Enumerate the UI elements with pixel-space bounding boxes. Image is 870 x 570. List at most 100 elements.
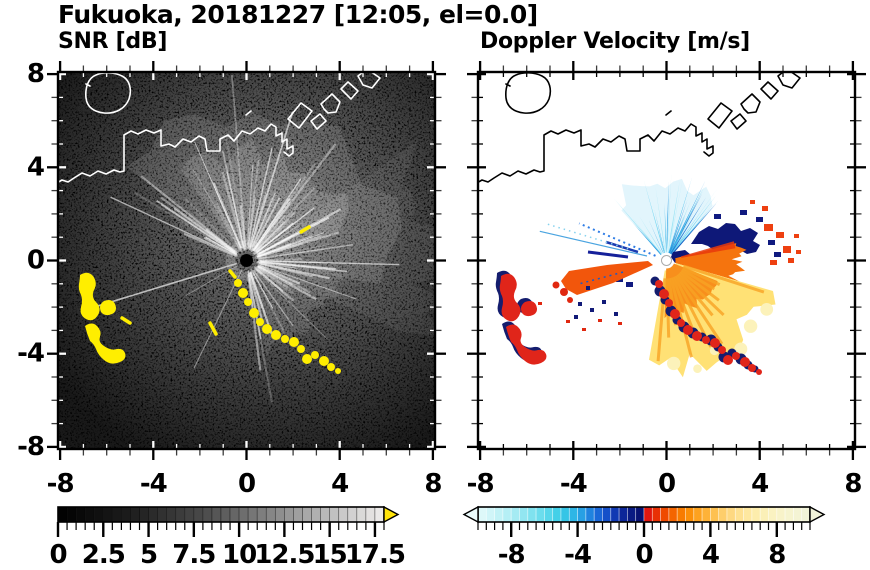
snr-plot-area — [58, 72, 435, 449]
red-blob-northeast — [764, 224, 773, 231]
pale-yellow-fringe — [760, 303, 774, 316]
thin-clutter-ray — [193, 269, 243, 369]
orange-wedge-west — [561, 261, 653, 295]
y-tick-label: -8 — [17, 432, 44, 462]
colorbar-over-arrow — [383, 505, 400, 524]
red-blob-northeast — [783, 246, 791, 253]
island-outline — [85, 72, 132, 114]
echo-blob-southeast — [289, 337, 299, 347]
x-tick-label: -4 — [140, 469, 167, 499]
y-tick-label: -4 — [17, 339, 44, 369]
colorbar-tick-label: 12.5 — [254, 540, 314, 570]
axes: -8-8 -4 -4 0 0 4 4 8 8 — [17, 59, 446, 499]
doppler-colorbar: -8 -4 0 4 8 — [462, 505, 826, 570]
y-tick-label: 0 — [27, 246, 44, 276]
red-blob-northeast — [762, 206, 768, 211]
harbor-pier-outline — [760, 81, 779, 100]
colorbar-tick-label: 8 — [768, 540, 785, 570]
clutter-haze-wedge — [126, 111, 402, 284]
red-blob-northeast — [796, 250, 801, 254]
doppler-plot-area — [478, 72, 855, 449]
harbor-pier-outline — [310, 113, 327, 130]
x-tick-label: 4 — [751, 469, 768, 499]
x-tick-label: 0 — [658, 469, 675, 499]
colorbar-over-arrow — [809, 505, 826, 524]
echo-blob-southeast — [262, 324, 272, 334]
harbor-pier-outline — [665, 110, 672, 116]
y-tick-label: 8 — [27, 59, 44, 89]
doppler-panel-title: Doppler Velocity [m/s] — [480, 29, 750, 54]
x-tick-label: -8 — [467, 469, 494, 499]
echo-arc-west — [78, 272, 100, 321]
red-blob-northeast — [750, 200, 755, 204]
axes: -8 -4 0 4 8 — [467, 61, 866, 499]
echo-arc-west — [85, 323, 126, 364]
figure-title: Fukuoka, 20181227 [12:05, el=0.0] — [58, 0, 538, 29]
echo-blob-southeast — [311, 351, 319, 359]
echo-blob-southeast — [302, 354, 312, 364]
echo-arc-red — [499, 273, 762, 375]
x-tick-label: 8 — [424, 469, 441, 499]
echo-blob-southeast — [319, 356, 329, 366]
coastline — [478, 123, 714, 184]
harbor-pier-outline — [707, 102, 733, 129]
approaching-fan-streaks — [614, 173, 718, 255]
harbor-pier-outline — [740, 93, 761, 114]
echo-blob-southeast — [297, 345, 305, 353]
island-outline — [505, 72, 552, 114]
echo-blob-southeast — [234, 279, 242, 287]
colorbar-tick-label: -8 — [498, 540, 525, 570]
harbor-pier-outline — [340, 81, 359, 100]
y-tick-label: 4 — [27, 152, 44, 182]
x-tick-label: 0 — [238, 469, 255, 499]
harbor-pier-outline — [320, 93, 341, 114]
echo-blob-southeast — [327, 363, 335, 371]
colorbar-under-arrow — [462, 505, 479, 524]
red-blob-northeast — [794, 234, 799, 238]
red-blob-northeast — [776, 232, 784, 238]
colorbar-tick-label: 7.5 — [172, 540, 215, 570]
red-blob-northeast — [788, 258, 794, 263]
echo-arc-west — [100, 300, 116, 316]
colorbar-tick-label: 10 — [222, 540, 256, 570]
echo-blob-southeast — [238, 288, 248, 298]
snr-strong-echoes — [78, 225, 341, 374]
harbor-pier-outline — [245, 110, 252, 116]
pale-yellow-fringe — [667, 356, 681, 371]
dotted-velocity-ray — [539, 230, 648, 257]
colorbar-tick-label: 2.5 — [82, 540, 125, 570]
x-tick-label: -8 — [47, 469, 74, 499]
echo-blob-southeast — [335, 368, 341, 374]
colorbar-tick-label: 0 — [49, 540, 66, 570]
snr-panel-title: SNR [dB] — [58, 29, 168, 54]
colorbar-tick-label: 0 — [635, 540, 652, 570]
colorbar-tick-label: 5 — [140, 540, 157, 570]
colorbar-tick-label: 17.5 — [345, 540, 405, 570]
x-tick-label: 8 — [844, 469, 861, 499]
thin-clutter-ray — [110, 196, 238, 257]
colorbar-tick-label: 15 — [313, 540, 347, 570]
pale-yellow-fringe — [693, 364, 702, 374]
orange-wedge-east — [675, 243, 747, 282]
radar-site-marker — [661, 255, 672, 266]
clutter-haze-wedge — [271, 140, 435, 336]
colorbar-tick-label: -4 — [564, 540, 591, 570]
pale-yellow-fringe — [743, 319, 758, 333]
dotted-velocity-ray — [577, 271, 624, 286]
x-tick-label: -4 — [560, 469, 587, 499]
harbor-pier-outline — [287, 102, 313, 129]
thin-clutter-ray — [95, 262, 238, 308]
colorbar-tick-label: 4 — [702, 540, 719, 570]
harbor-pier-outline — [777, 72, 801, 89]
echo-blob-southeast — [271, 330, 281, 340]
echo-blob-southeast — [256, 318, 264, 326]
echo-blob-southeast — [249, 308, 259, 318]
echo-blob-southeast — [281, 335, 289, 343]
x-tick-label: 4 — [331, 469, 348, 499]
pale-yellow-fringe — [734, 342, 748, 356]
red-blob-northeast — [770, 260, 777, 265]
harbor-pier-outline — [357, 72, 381, 89]
